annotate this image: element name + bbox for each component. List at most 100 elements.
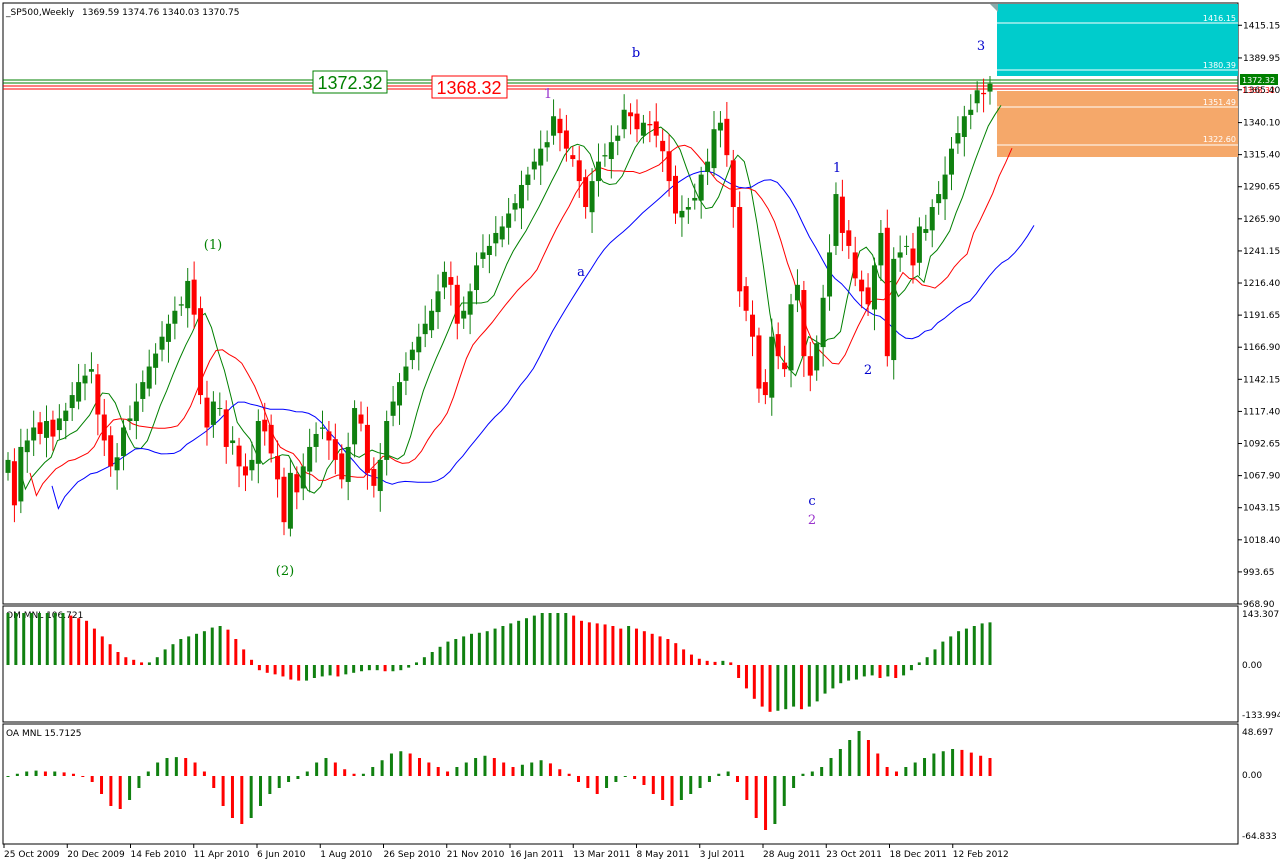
candle-body xyxy=(673,175,679,214)
candle-body xyxy=(345,446,351,482)
histogram-bar xyxy=(281,665,285,677)
candle-body xyxy=(255,421,261,464)
histogram-bar xyxy=(564,613,568,665)
candle-body xyxy=(319,427,325,429)
histogram-bar xyxy=(116,652,120,665)
candle-body xyxy=(429,310,435,331)
candle-body xyxy=(172,310,178,324)
histogram-bar xyxy=(109,776,113,806)
histogram-bar xyxy=(277,776,281,788)
histogram-bar xyxy=(831,665,835,689)
candle-body xyxy=(955,133,961,144)
histogram-bar xyxy=(436,767,440,776)
candle-body xyxy=(557,118,563,134)
y-tick-label: 993.65 xyxy=(1243,568,1275,578)
candle-body xyxy=(384,421,390,460)
histogram-bar xyxy=(352,665,356,673)
histogram-bar xyxy=(30,613,34,665)
candle-body xyxy=(493,232,499,244)
zone-label-2: 1380.39 xyxy=(1203,61,1236,70)
histogram-bar xyxy=(909,665,913,671)
candle-body xyxy=(153,353,159,368)
candle-body xyxy=(127,418,133,422)
candle-body xyxy=(435,291,441,313)
candle-body xyxy=(518,184,524,209)
histogram-bar xyxy=(923,758,927,776)
histogram-bar xyxy=(567,773,571,776)
histogram-bar xyxy=(698,776,702,788)
histogram-bar xyxy=(415,662,419,665)
candle-body xyxy=(499,226,505,240)
histogram-bar xyxy=(474,758,478,776)
y-tick-label: 1216.40 xyxy=(1243,279,1280,289)
candle-body xyxy=(191,279,197,315)
histogram-bar xyxy=(77,618,81,665)
histogram-bar xyxy=(810,771,814,776)
histogram-bar xyxy=(501,626,505,665)
histogram-bar xyxy=(697,658,701,665)
candle-body xyxy=(705,161,711,173)
histogram-bar xyxy=(705,660,709,665)
red-price-box-text: 1368.32 xyxy=(436,78,501,98)
histogram-bar xyxy=(343,769,347,776)
histogram-bar xyxy=(464,762,468,776)
histogram-bar xyxy=(146,771,150,776)
candle-body xyxy=(698,174,704,201)
histogram-bar xyxy=(34,770,38,776)
histogram-bar xyxy=(539,760,543,776)
y-tick-label: 1166.90 xyxy=(1243,343,1280,353)
y-tick-label: 1092.65 xyxy=(1243,440,1280,450)
candle-body xyxy=(223,409,229,447)
current-price-tag-text: 1372.32 xyxy=(1242,76,1275,85)
candle-body xyxy=(159,336,165,350)
candle-body xyxy=(82,375,88,384)
zone-label-4: 1322.60 xyxy=(1203,135,1236,144)
candle-body xyxy=(262,419,268,432)
histogram-bar xyxy=(847,665,851,681)
y-tick-label: 1265.90 xyxy=(1243,215,1280,225)
candle-body xyxy=(743,286,749,311)
histogram-bar xyxy=(71,773,75,776)
candle-body xyxy=(326,431,332,441)
candle-body xyxy=(268,424,274,454)
histogram-bar xyxy=(195,633,199,665)
histogram-bar xyxy=(289,665,293,680)
histogram-bar xyxy=(799,665,803,710)
histogram-bar xyxy=(764,776,768,830)
histogram-bar xyxy=(100,776,104,794)
candle-body xyxy=(717,122,723,131)
histogram-bar xyxy=(273,665,277,675)
candle-body xyxy=(37,422,43,434)
candle-body xyxy=(467,291,473,315)
indicator2-histogram xyxy=(6,731,992,830)
histogram-bar xyxy=(721,660,725,665)
histogram-bar xyxy=(297,665,301,681)
candle-body xyxy=(891,258,897,361)
histogram-bar xyxy=(941,641,945,665)
histogram-bar xyxy=(619,628,623,665)
histogram-bar xyxy=(932,753,936,776)
indicator1-histogram xyxy=(6,613,992,712)
candle-body xyxy=(666,151,672,182)
histogram-bar xyxy=(221,776,225,806)
candle-body xyxy=(737,207,743,292)
histogram-bar xyxy=(886,665,890,677)
histogram-bar xyxy=(108,644,112,665)
histogram-bar xyxy=(155,657,159,665)
histogram-bar xyxy=(689,654,693,665)
histogram-bar xyxy=(651,776,655,794)
candle-body xyxy=(364,424,370,473)
histogram-bar xyxy=(717,773,721,776)
histogram-bar xyxy=(848,740,852,776)
candle-body xyxy=(769,336,775,398)
histogram-bar xyxy=(226,629,230,665)
histogram-bar xyxy=(642,776,646,785)
x-tick-label: 20 Dec 2009 xyxy=(67,850,125,860)
histogram-bar xyxy=(829,758,833,776)
histogram-bar xyxy=(418,758,422,776)
histogram-bar xyxy=(333,762,337,776)
histogram-bar xyxy=(713,661,717,665)
indicator1-tick-bot: -133.994 xyxy=(1242,711,1280,721)
candle-body xyxy=(756,335,762,389)
candle-body xyxy=(762,382,768,396)
